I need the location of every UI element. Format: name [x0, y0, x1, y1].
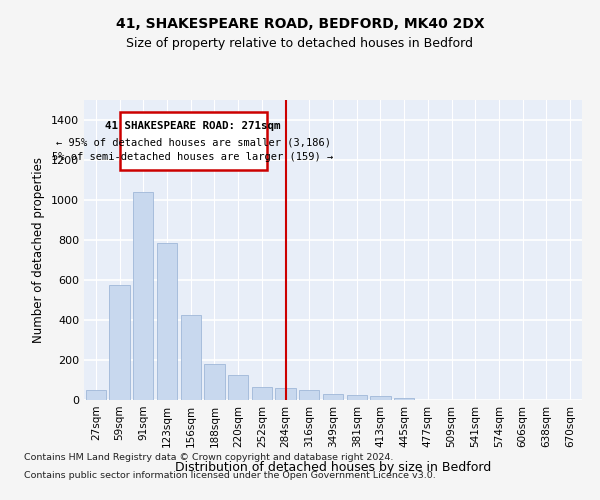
- Bar: [157, 243, 177, 400]
- Bar: [133, 192, 154, 400]
- Text: 41, SHAKESPEARE ROAD, BEDFORD, MK40 2DX: 41, SHAKESPEARE ROAD, BEDFORD, MK40 2DX: [116, 18, 484, 32]
- Bar: [394, 398, 414, 400]
- Text: 41 SHAKESPEARE ROAD: 271sqm: 41 SHAKESPEARE ROAD: 271sqm: [106, 121, 281, 131]
- Y-axis label: Number of detached properties: Number of detached properties: [32, 157, 46, 343]
- Text: Contains public sector information licensed under the Open Government Licence v3: Contains public sector information licen…: [24, 471, 436, 480]
- Bar: [228, 375, 248, 400]
- Bar: [109, 285, 130, 400]
- Bar: [370, 396, 391, 400]
- FancyBboxPatch shape: [119, 112, 266, 170]
- Bar: [323, 394, 343, 400]
- Text: Size of property relative to detached houses in Bedford: Size of property relative to detached ho…: [127, 38, 473, 51]
- Text: 5% of semi-detached houses are larger (159) →: 5% of semi-detached houses are larger (1…: [52, 152, 334, 162]
- Bar: [86, 390, 106, 400]
- Bar: [275, 388, 296, 400]
- Bar: [252, 387, 272, 400]
- X-axis label: Distribution of detached houses by size in Bedford: Distribution of detached houses by size …: [175, 461, 491, 474]
- Bar: [347, 395, 367, 400]
- Bar: [181, 315, 201, 400]
- Bar: [205, 364, 224, 400]
- Bar: [299, 390, 319, 400]
- Text: Contains HM Land Registry data © Crown copyright and database right 2024.: Contains HM Land Registry data © Crown c…: [24, 452, 394, 462]
- Text: ← 95% of detached houses are smaller (3,186): ← 95% of detached houses are smaller (3,…: [56, 137, 331, 147]
